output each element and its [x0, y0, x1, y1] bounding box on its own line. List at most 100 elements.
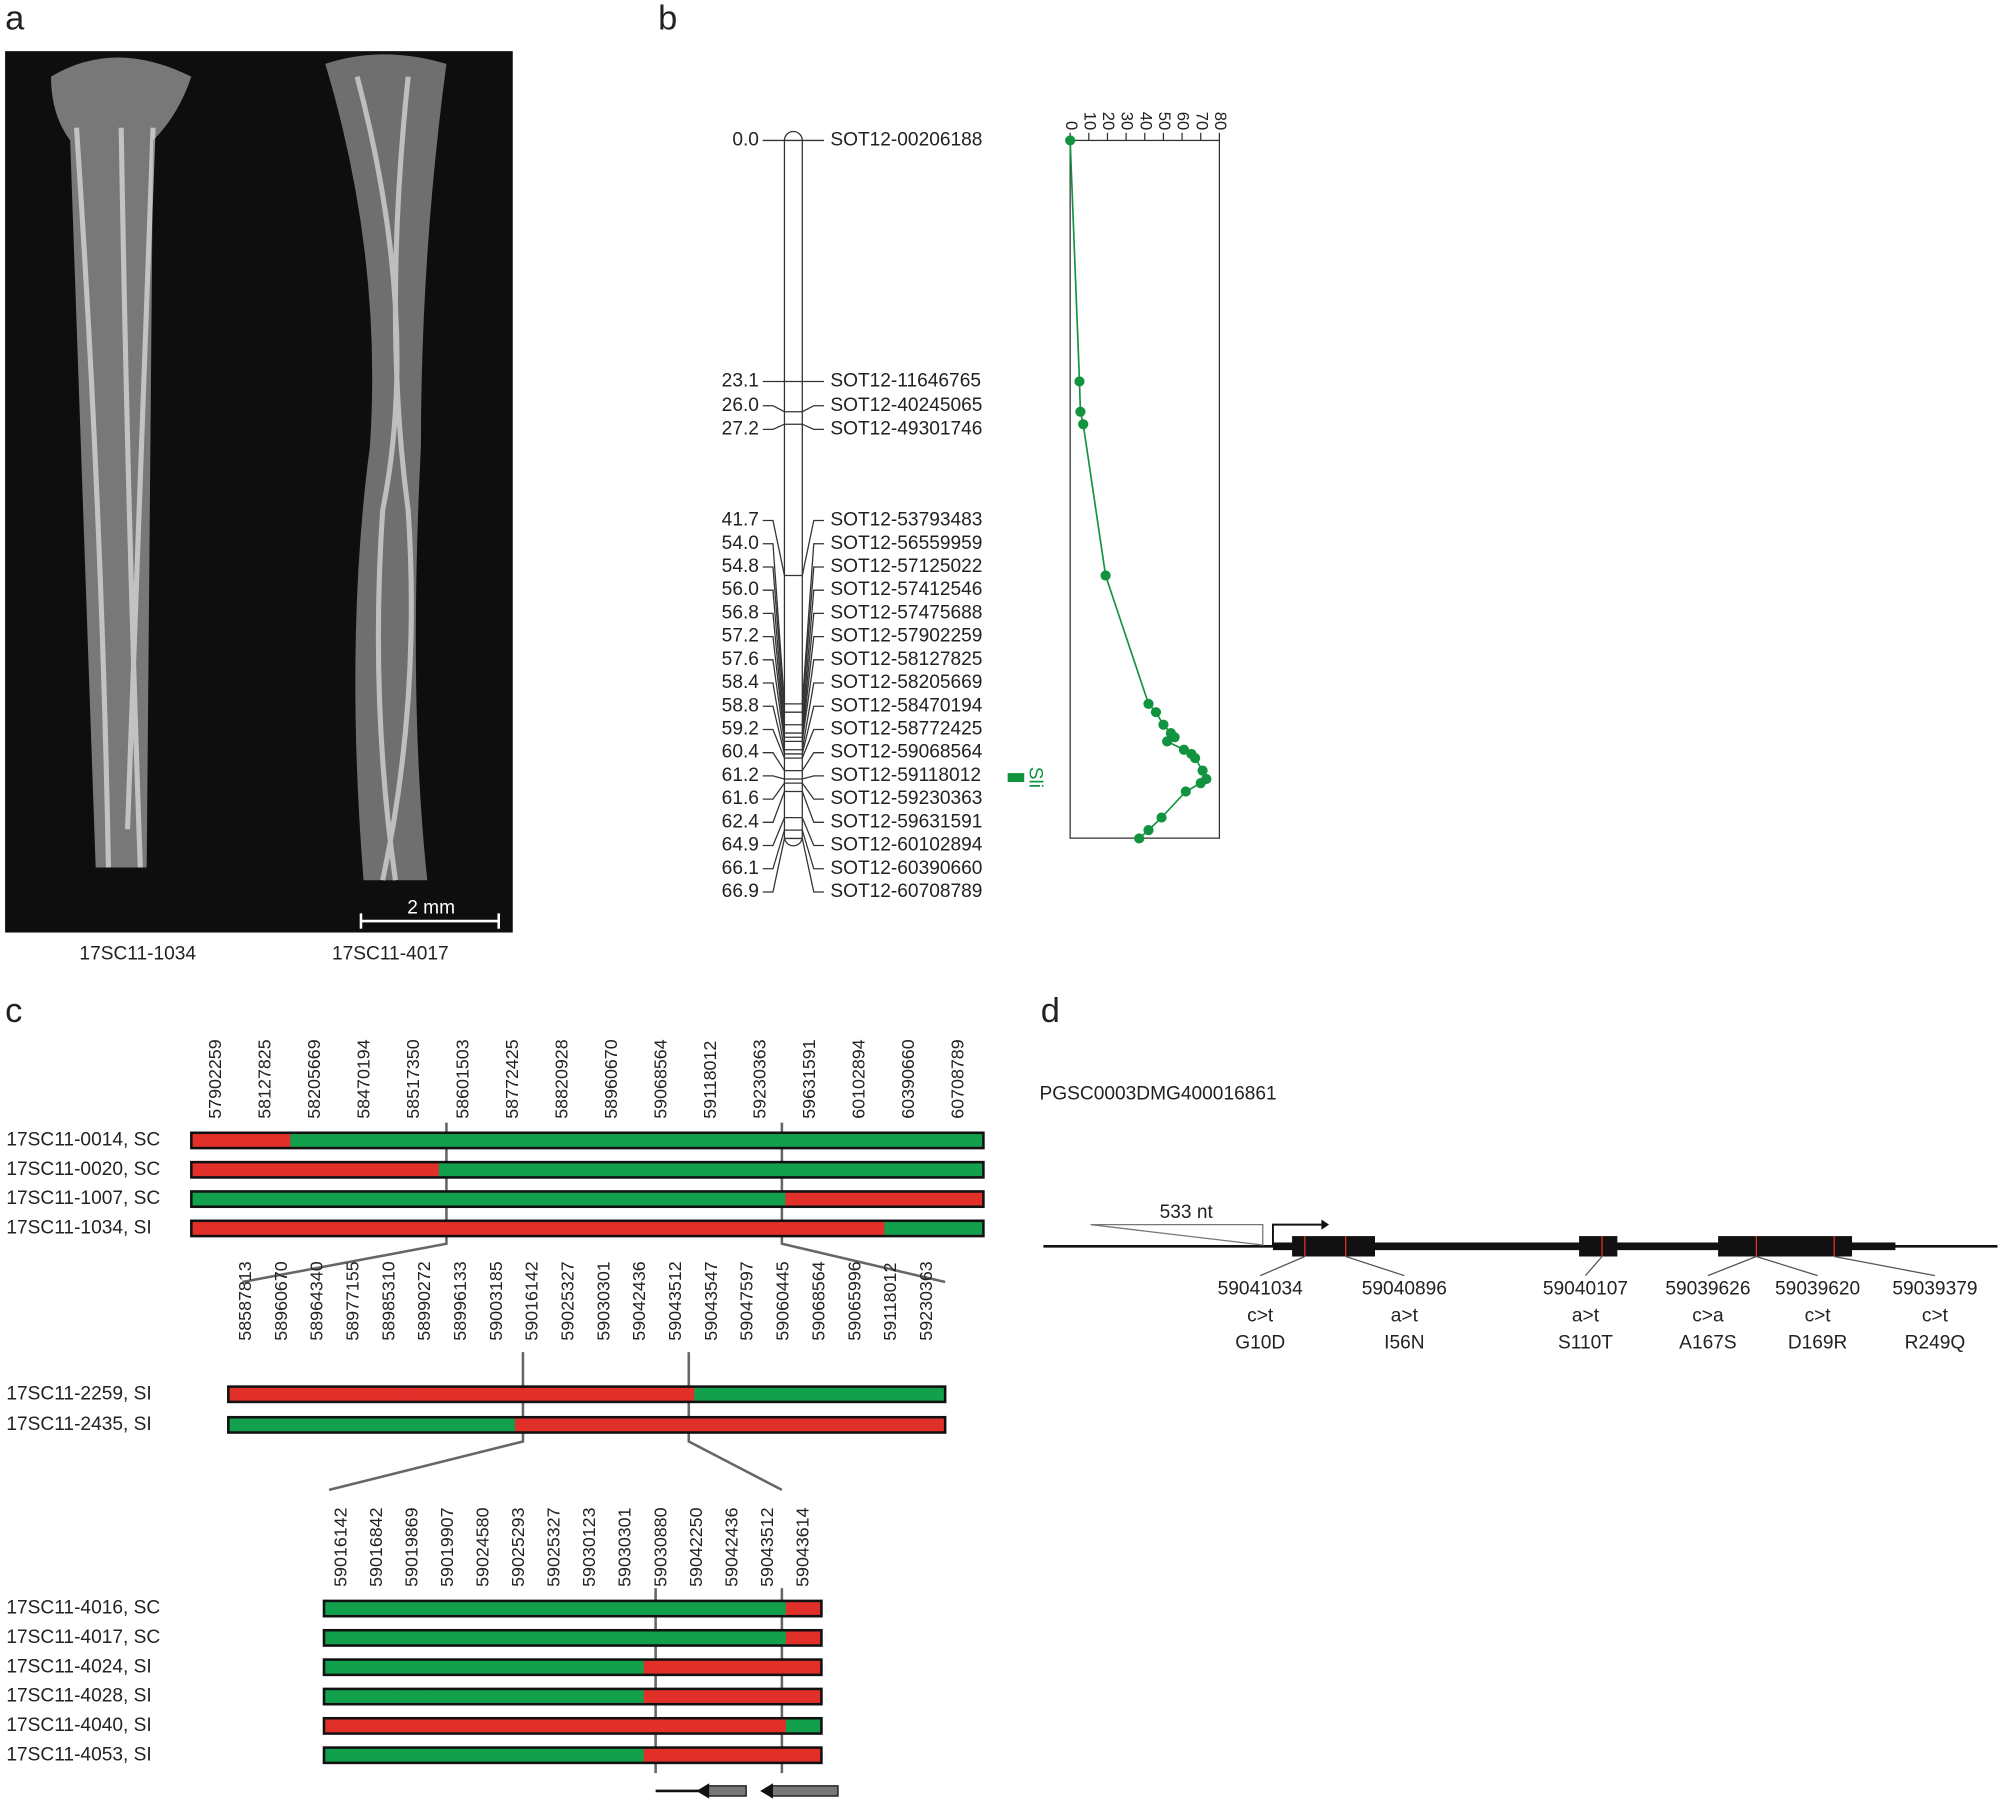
variant-position: 59039379 [1892, 1279, 1977, 1300]
marker-position: 59118012 [880, 1263, 900, 1341]
marker-position: 60102894 [848, 1039, 868, 1118]
haplotype-cell [873, 1417, 910, 1433]
haplotype-cell [837, 1417, 874, 1433]
marker-position: 59042436 [629, 1261, 649, 1340]
haplotype-cell [801, 1417, 839, 1433]
lod-point [1169, 732, 1180, 743]
haplotype-cell [359, 1718, 396, 1734]
lod-point [1134, 833, 1145, 844]
haplotype-cell [643, 1688, 680, 1705]
marker-name: SOT12-53793483 [830, 510, 982, 531]
haplotype-cell [550, 1417, 588, 1433]
haplotype-cell [395, 1747, 431, 1763]
haplotype-cell [191, 1162, 242, 1178]
lod-point [1178, 744, 1190, 755]
qtl-label: Sli [1024, 767, 1045, 788]
marker-tick [762, 405, 824, 413]
haplotype-cell [572, 1747, 609, 1763]
haplotype-cell [191, 1191, 242, 1207]
haplotype-cell [191, 1132, 242, 1149]
marker-name: SOT12-60708789 [830, 881, 982, 902]
haplotype-cell [679, 1630, 716, 1646]
cm-label: 60.4 [722, 742, 760, 763]
haplotype-cell [430, 1688, 467, 1705]
haplotype-cell [395, 1688, 431, 1705]
sample-label: 17SC11-1034 [79, 943, 196, 964]
marker-position: 59631591 [799, 1039, 819, 1118]
haplotype-cell [587, 1191, 638, 1207]
haplotype-cell [515, 1417, 552, 1433]
variant-leader [1345, 1255, 1405, 1277]
haplotype-cell [765, 1417, 803, 1433]
haplotype-cell [643, 1600, 680, 1617]
haplotype-cell [608, 1688, 645, 1705]
haplotype-cell [750, 1659, 787, 1675]
row-label: 17SC11-0020, SC [6, 1159, 160, 1180]
haplotype-cell [608, 1600, 645, 1617]
row-label: 17SC11-1034, SI [6, 1217, 151, 1238]
variant-leader [1834, 1255, 1936, 1277]
marker-position: 58990272 [414, 1261, 434, 1340]
haplotype-cell [643, 1747, 680, 1763]
marker-position: 59016142 [522, 1261, 542, 1340]
haplotype-cell [466, 1659, 503, 1675]
variant-leader [1707, 1255, 1757, 1277]
cm-label: 54.8 [722, 556, 759, 577]
x-tick-label: 30 [1118, 112, 1137, 130]
haplotype-cell [323, 1600, 360, 1617]
cm-label: 23.1 [722, 371, 759, 392]
marker-position: 58127825 [254, 1039, 274, 1118]
row-label: 17SC11-0014, SC [6, 1129, 160, 1150]
haplotype-cell [834, 1162, 885, 1178]
cm-label: 61.6 [722, 788, 759, 809]
haplotype-cell [694, 1417, 731, 1433]
haplotype-cell [466, 1600, 503, 1617]
haplotype-cell [339, 1132, 390, 1149]
marker-name: SOT12-58772425 [830, 719, 982, 740]
lod-point [1197, 765, 1208, 776]
marker-position: 59030123 [579, 1507, 599, 1586]
variant-aa: G10D [1235, 1332, 1285, 1353]
haplotype-cell [572, 1688, 609, 1705]
marker-position: 58960670 [601, 1039, 621, 1118]
marker-name: SOT12-60390660 [830, 858, 982, 879]
marker-position: 59230363 [916, 1261, 936, 1340]
x-tick-label: 0 [1062, 121, 1081, 130]
haplotype-cell [501, 1718, 538, 1734]
variant-change: c>t [1922, 1306, 1949, 1327]
haplotype-cell [730, 1417, 767, 1433]
variant-position: 59040896 [1362, 1279, 1447, 1300]
haplotype-cell [785, 1191, 836, 1207]
marker-tick [762, 829, 824, 870]
haplotype-cell [537, 1718, 574, 1734]
haplotype-cell [550, 1386, 588, 1402]
haplotype-cell [537, 1688, 574, 1705]
variant-change: c>a [1692, 1306, 1724, 1327]
marker-tick [762, 775, 824, 780]
marker-position: 58820928 [551, 1039, 571, 1118]
haplotype-cell [643, 1659, 680, 1675]
variant-change: c>t [1805, 1306, 1832, 1327]
haplotype-cell [643, 1630, 680, 1646]
haplotype-bar [322, 1658, 823, 1677]
haplotype-cell [750, 1630, 787, 1646]
haplotype-cell [240, 1162, 291, 1178]
marker-name: SOT12-11646765 [830, 371, 981, 392]
marker-position: 59060445 [773, 1261, 793, 1340]
haplotype-cell [735, 1191, 786, 1207]
variant-position: 59041034 [1218, 1279, 1303, 1300]
haplotype-cell [933, 1220, 984, 1237]
haplotype-cell [300, 1386, 337, 1402]
marker-tick [762, 790, 824, 823]
haplotype-cell [884, 1220, 935, 1237]
haplotype-cell [714, 1688, 751, 1705]
haplotype-cell [438, 1132, 489, 1149]
haplotype-cell [501, 1659, 538, 1675]
haplotype-cell [501, 1747, 538, 1763]
row-label: 17SC11-4024, SI [6, 1656, 151, 1677]
haplotype-bar [190, 1190, 985, 1209]
haplotype-cell [479, 1386, 516, 1402]
haplotype-cell [686, 1220, 737, 1237]
haplotype-cell [443, 1386, 480, 1402]
marker-name: SOT12-59068564 [830, 742, 982, 763]
